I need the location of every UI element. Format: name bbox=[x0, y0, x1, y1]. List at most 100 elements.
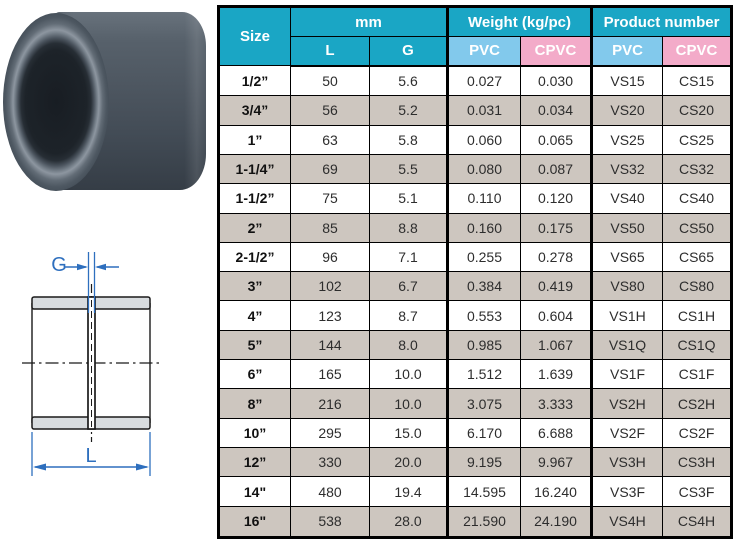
table-row: 6” 165 10.0 1.512 1.639 VS1F CS1F bbox=[218, 359, 732, 390]
cell-size: 5” bbox=[218, 329, 291, 361]
cell-g: 5.1 bbox=[369, 183, 448, 214]
cell-g: 20.0 bbox=[369, 447, 448, 478]
cell-size: 12” bbox=[218, 447, 291, 478]
cell-g: 19.4 bbox=[369, 476, 448, 507]
cell-pn_pvc: VS1H bbox=[590, 300, 663, 331]
cell-w_pvc: 0.027 bbox=[446, 64, 521, 97]
cell-l: 85 bbox=[290, 212, 370, 243]
cell-g: 10.0 bbox=[369, 359, 448, 390]
cell-w_pvc: 21.590 bbox=[446, 505, 521, 539]
cell-w_pvc: 0.110 bbox=[446, 183, 521, 214]
g-arrowhead-right bbox=[95, 263, 106, 271]
g-arrowhead-left bbox=[77, 263, 88, 271]
subheader-g: G bbox=[369, 36, 448, 67]
subheader-product-cpvc: CPVC bbox=[662, 36, 732, 67]
g-dimension-label: G bbox=[51, 254, 67, 276]
spec-table-header: Size mm Weight (kg/pc) Product number L … bbox=[218, 6, 732, 67]
cell-pn_pvc: VS4H bbox=[590, 505, 663, 539]
table-row: 2” 85 8.8 0.160 0.175 VS50 CS50 bbox=[218, 212, 732, 243]
cell-size: 3/4” bbox=[218, 95, 291, 126]
cell-pn_pvc: VS50 bbox=[590, 212, 663, 243]
cell-w_cpvc: 0.034 bbox=[520, 95, 592, 126]
subheader-weight-cpvc: CPVC bbox=[520, 36, 592, 67]
cell-w_cpvc: 9.967 bbox=[520, 447, 592, 478]
table-row: 1-1/4” 69 5.5 0.080 0.087 VS32 CS32 bbox=[218, 153, 732, 185]
cell-w_cpvc: 0.278 bbox=[520, 241, 592, 273]
cell-w_cpvc: 3.333 bbox=[520, 388, 592, 419]
table-row: 12” 330 20.0 9.195 9.967 VS3H CS3H bbox=[218, 447, 732, 478]
cell-size: 1” bbox=[218, 124, 291, 155]
l-arrowhead-left bbox=[33, 463, 46, 471]
cell-pn_pvc: VS1Q bbox=[590, 329, 663, 361]
cell-l: 56 bbox=[290, 95, 370, 126]
cell-l: 69 bbox=[290, 153, 370, 185]
table-row: 2-1/2” 96 7.1 0.255 0.278 VS65 CS65 bbox=[218, 241, 732, 273]
cell-w_pvc: 1.512 bbox=[446, 359, 521, 390]
cell-g: 8.8 bbox=[369, 212, 448, 243]
cell-pn_cpvc: CS2F bbox=[662, 417, 732, 449]
cell-size: 2-1/2” bbox=[218, 241, 291, 273]
cell-l: 102 bbox=[290, 271, 370, 302]
cell-pn_cpvc: CS4H bbox=[662, 505, 732, 539]
l-arrowhead-right bbox=[136, 463, 149, 471]
table-row: 16" 538 28.0 21.590 24.190 VS4H CS4H bbox=[218, 505, 732, 539]
cell-pn_pvc: VS32 bbox=[590, 153, 663, 185]
cell-g: 8.7 bbox=[369, 300, 448, 331]
dimension-diagram: G L bbox=[22, 252, 162, 476]
center-stop bbox=[87, 296, 96, 430]
cell-pn_pvc: VS2H bbox=[590, 388, 663, 419]
cell-g: 8.0 bbox=[369, 329, 448, 361]
cell-size: 1/2” bbox=[218, 64, 291, 97]
cell-w_pvc: 0.553 bbox=[446, 300, 521, 331]
cell-pn_pvc: VS80 bbox=[590, 271, 663, 302]
table-row: 3/4” 56 5.2 0.031 0.034 VS20 CS20 bbox=[218, 95, 732, 126]
cell-l: 216 bbox=[290, 388, 370, 419]
cell-g: 7.1 bbox=[369, 241, 448, 273]
cell-w_cpvc: 0.087 bbox=[520, 153, 592, 185]
cell-w_pvc: 14.595 bbox=[446, 476, 521, 507]
table-row: 1-1/2” 75 5.1 0.110 0.120 VS40 CS40 bbox=[218, 183, 732, 214]
subheader-product-pvc: PVC bbox=[590, 36, 663, 67]
table-row: 5” 144 8.0 0.985 1.067 VS1Q CS1Q bbox=[218, 329, 732, 361]
cell-w_pvc: 0.080 bbox=[446, 153, 521, 185]
table-row: 3” 102 6.7 0.384 0.419 VS80 CS80 bbox=[218, 271, 732, 302]
cell-l: 538 bbox=[290, 505, 370, 539]
subheader-l: L bbox=[290, 36, 370, 67]
cell-pn_pvc: VS25 bbox=[590, 124, 663, 155]
cell-w_cpvc: 6.688 bbox=[520, 417, 592, 449]
cell-size: 16" bbox=[218, 505, 291, 539]
cell-pn_pvc: VS3H bbox=[590, 447, 663, 478]
cell-w_pvc: 9.195 bbox=[446, 447, 521, 478]
cell-w_cpvc: 0.175 bbox=[520, 212, 592, 243]
cell-size: 6” bbox=[218, 359, 291, 390]
cell-w_pvc: 0.160 bbox=[446, 212, 521, 243]
cell-l: 165 bbox=[290, 359, 370, 390]
cell-l: 123 bbox=[290, 300, 370, 331]
header-mm: mm bbox=[290, 6, 448, 37]
cell-l: 63 bbox=[290, 124, 370, 155]
cell-w_pvc: 0.384 bbox=[446, 271, 521, 302]
table-row: 14" 480 19.4 14.595 16.240 VS3F CS3F bbox=[218, 476, 732, 507]
cell-pn_cpvc: CS1Q bbox=[662, 329, 732, 361]
cell-l: 295 bbox=[290, 417, 370, 449]
cell-pn_cpvc: CS15 bbox=[662, 64, 732, 97]
cell-pn_cpvc: CS1H bbox=[662, 300, 732, 331]
table-row: 4” 123 8.7 0.553 0.604 VS1H CS1H bbox=[218, 300, 732, 331]
l-dimension-label: L bbox=[85, 445, 96, 467]
cell-l: 50 bbox=[290, 64, 370, 97]
cell-w_pvc: 0.255 bbox=[446, 241, 521, 273]
cell-pn_cpvc: CS25 bbox=[662, 124, 732, 155]
cell-g: 6.7 bbox=[369, 271, 448, 302]
table-row: 10” 295 15.0 6.170 6.688 VS2F CS2F bbox=[218, 417, 732, 449]
cell-pn_cpvc: CS3F bbox=[662, 476, 732, 507]
cell-w_cpvc: 1.067 bbox=[520, 329, 592, 361]
cell-pn_cpvc: CS3H bbox=[662, 447, 732, 478]
table-row: 8” 216 10.0 3.075 3.333 VS2H CS2H bbox=[218, 388, 732, 419]
cell-w_cpvc: 24.190 bbox=[520, 505, 592, 539]
cell-pn_pvc: VS40 bbox=[590, 183, 663, 214]
cell-l: 330 bbox=[290, 447, 370, 478]
cell-g: 5.5 bbox=[369, 153, 448, 185]
cell-size: 8” bbox=[218, 388, 291, 419]
table-row: 1/2” 50 5.6 0.027 0.030 VS15 CS15 bbox=[218, 64, 732, 97]
cell-g: 10.0 bbox=[369, 388, 448, 419]
